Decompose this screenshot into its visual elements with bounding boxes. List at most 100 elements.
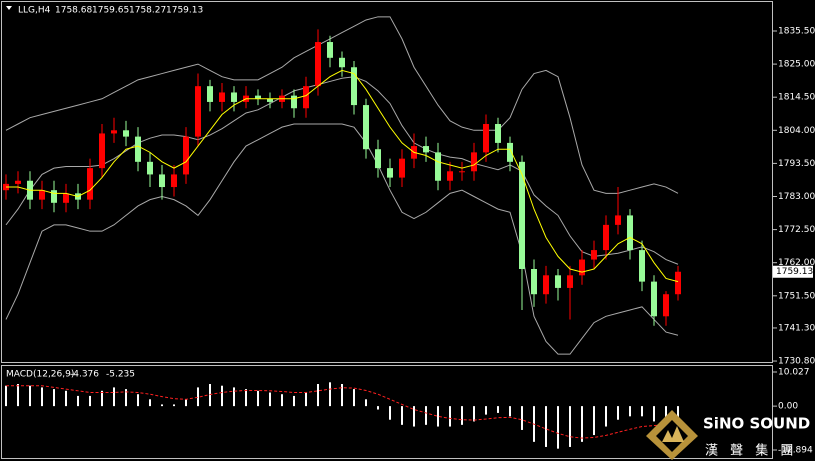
macd-bar <box>41 387 43 407</box>
macd-value: -4.376 <box>70 370 99 380</box>
candle-body <box>591 250 597 260</box>
macd-bar <box>377 406 379 410</box>
macd-bar <box>341 384 343 407</box>
macd-bar <box>245 389 247 407</box>
macd-bar <box>17 384 19 407</box>
logo-subtitle: 漢 聲 集 團 <box>705 443 797 459</box>
macd-bar <box>389 406 391 420</box>
macd-bar <box>473 406 475 422</box>
candle-body <box>639 250 645 282</box>
macd-bar <box>449 406 451 427</box>
signal-line <box>6 385 679 439</box>
macd-bar <box>53 389 55 407</box>
candle-body <box>423 146 429 153</box>
candle-body <box>579 259 585 276</box>
macd-bar <box>221 385 223 407</box>
y-tick-label: 1793.50 <box>778 159 815 169</box>
candle-body <box>327 42 333 58</box>
last-price-box <box>773 265 813 278</box>
candle-body <box>123 130 129 137</box>
macd-bar <box>665 406 667 422</box>
candle-body <box>399 158 405 178</box>
candle-body <box>435 152 441 181</box>
candle-body <box>159 174 165 188</box>
macd-bar <box>5 385 7 407</box>
macd-bar <box>653 406 655 422</box>
open-price: 1758.68 <box>55 6 92 16</box>
macd-bar <box>461 406 463 425</box>
candle-body <box>63 193 69 203</box>
candle-body <box>471 152 477 172</box>
band-middle <box>5 76 679 265</box>
band-upper <box>5 16 679 194</box>
macd-bar <box>233 387 235 407</box>
macd-bar <box>617 406 619 420</box>
macd-bar <box>329 382 331 407</box>
y-tick-label: 10.027 <box>778 367 810 377</box>
candle-body <box>303 86 309 109</box>
macd-bar <box>101 390 103 407</box>
macd-bar <box>77 395 79 407</box>
candle-body <box>651 281 657 317</box>
candle-body <box>459 171 465 173</box>
candle-body <box>351 67 357 106</box>
candle-body <box>15 180 21 184</box>
y-tick-label: 1835.50 <box>778 27 815 37</box>
macd-bar <box>485 406 487 415</box>
low-price: 1758.27 <box>129 6 166 16</box>
candle-body <box>363 105 369 150</box>
candle-body <box>207 86 213 102</box>
logo-mountain <box>662 426 684 442</box>
candle-body <box>483 123 489 153</box>
macd-bar <box>413 406 415 427</box>
y-tick-label: 1772.50 <box>778 225 815 235</box>
candle-body <box>543 275 549 295</box>
macd-bar <box>425 406 427 425</box>
candle-body <box>147 161 153 175</box>
y-tick-label: 1751.50 <box>778 291 815 301</box>
candle-body <box>603 224 609 251</box>
y-tick-label: 1804.00 <box>778 126 815 136</box>
logo: SiNO SOUND 漢 聲 集 團 <box>646 410 810 460</box>
macd-bar <box>581 406 583 442</box>
macd-bar <box>557 406 559 449</box>
candle-body <box>495 123 501 143</box>
macd-bar <box>113 387 115 407</box>
dropdown-arrow <box>6 6 12 10</box>
candle-body <box>339 57 345 68</box>
macd-bar <box>149 399 151 407</box>
candle-body <box>51 190 57 203</box>
macd-panel <box>1 365 773 459</box>
candle-body <box>627 215 633 251</box>
last-price-label: 1759.13 <box>776 267 813 277</box>
high-price: 1759.65 <box>92 6 129 16</box>
macd-bar <box>605 406 607 427</box>
macd-bar <box>401 406 403 425</box>
macd-bar <box>497 406 499 413</box>
y-tick-label: 0.00 <box>778 402 798 412</box>
candle-body <box>519 161 525 270</box>
macd-bar <box>269 392 271 407</box>
macd-bar <box>185 399 187 407</box>
candle-body <box>447 171 453 181</box>
candle-body <box>195 86 201 137</box>
macd-bar <box>569 406 571 447</box>
macd-bar <box>437 406 439 427</box>
y-tick-label: -12.894 <box>778 445 813 455</box>
moving-average <box>6 69 679 283</box>
candle-body <box>231 92 237 102</box>
macd-bar <box>677 406 679 422</box>
candle-body <box>171 174 177 188</box>
close-price: 1759.13 <box>166 6 203 16</box>
candle-body <box>375 149 381 169</box>
signal-value: -5.235 <box>106 370 135 380</box>
logo-inner <box>656 420 688 452</box>
macd-bar <box>29 385 31 407</box>
candle-body <box>567 275 573 288</box>
candle-body <box>111 130 117 134</box>
y-tick-label: 1825.00 <box>778 60 815 70</box>
macd-bar <box>257 390 259 407</box>
macd-title: MACD(12,26,9) <box>6 370 74 380</box>
